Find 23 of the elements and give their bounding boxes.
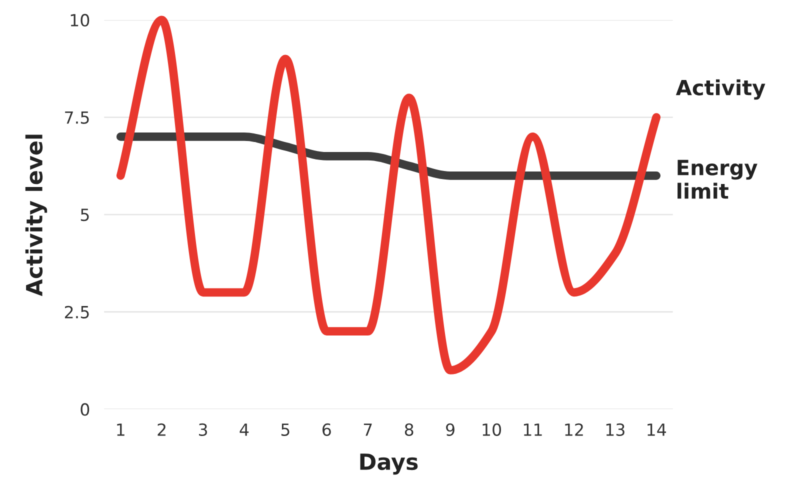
x-tick-label: 1 bbox=[117, 424, 124, 436]
y-tick-label: 5 bbox=[80, 208, 89, 222]
x-axis-title: Days bbox=[360, 454, 418, 475]
y-axis-title: Activity level bbox=[25, 134, 48, 296]
x-tick-label: 12 bbox=[565, 423, 583, 436]
x-tick-label: 9 bbox=[446, 423, 454, 436]
x-tick-label: 10 bbox=[482, 423, 502, 436]
x-tick-label: 11 bbox=[524, 424, 542, 436]
y-tick-label: 10 bbox=[70, 14, 90, 27]
x-tick-label: 7 bbox=[364, 424, 372, 436]
x-tick-label: 3 bbox=[199, 423, 207, 436]
x-tick-label: 2 bbox=[158, 423, 166, 436]
x-tick-label: 6 bbox=[322, 423, 331, 436]
series-label: Activity bbox=[676, 79, 766, 100]
x-tick-label: 13 bbox=[606, 423, 624, 436]
y-tick-label: 7.5 bbox=[65, 111, 89, 124]
y-tick-label: 0 bbox=[80, 403, 90, 416]
x-tick-label: 5 bbox=[281, 424, 290, 436]
y-tick-label: 2.5 bbox=[64, 306, 89, 318]
x-tick-label: 8 bbox=[404, 423, 414, 436]
series-label: Energy limit bbox=[678, 160, 758, 199]
x-tick-label: 14 bbox=[648, 424, 666, 436]
x-tick-label: 4 bbox=[240, 424, 249, 436]
